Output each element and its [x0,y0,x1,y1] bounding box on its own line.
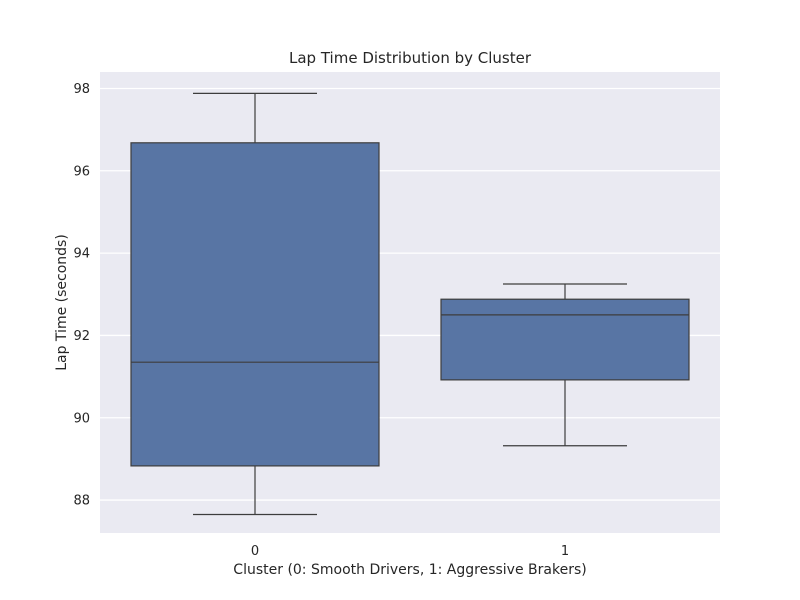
box-cluster-0 [130,92,380,516]
box-cluster-1 [440,283,690,447]
y-tick-label: 98 [73,82,90,97]
y-tick-label: 94 [73,247,90,262]
iqr-box [130,142,380,467]
boxes [130,92,690,516]
y-axis-label: Lap Time (seconds) [54,234,70,371]
x-axis-label: Cluster (0: Smooth Drivers, 1: Aggressiv… [233,562,586,578]
iqr-box [440,298,690,381]
y-tick-labels: 88 90 92 94 96 98 [73,82,90,509]
y-tick-label: 88 [73,494,90,509]
y-tick-label: 96 [73,164,90,179]
y-tick-label: 92 [73,329,90,344]
chart-title: Lap Time Distribution by Cluster [289,49,532,67]
y-tick-label: 90 [73,411,90,426]
x-tick-label: 0 [251,544,259,559]
x-tick-label: 1 [561,544,569,559]
